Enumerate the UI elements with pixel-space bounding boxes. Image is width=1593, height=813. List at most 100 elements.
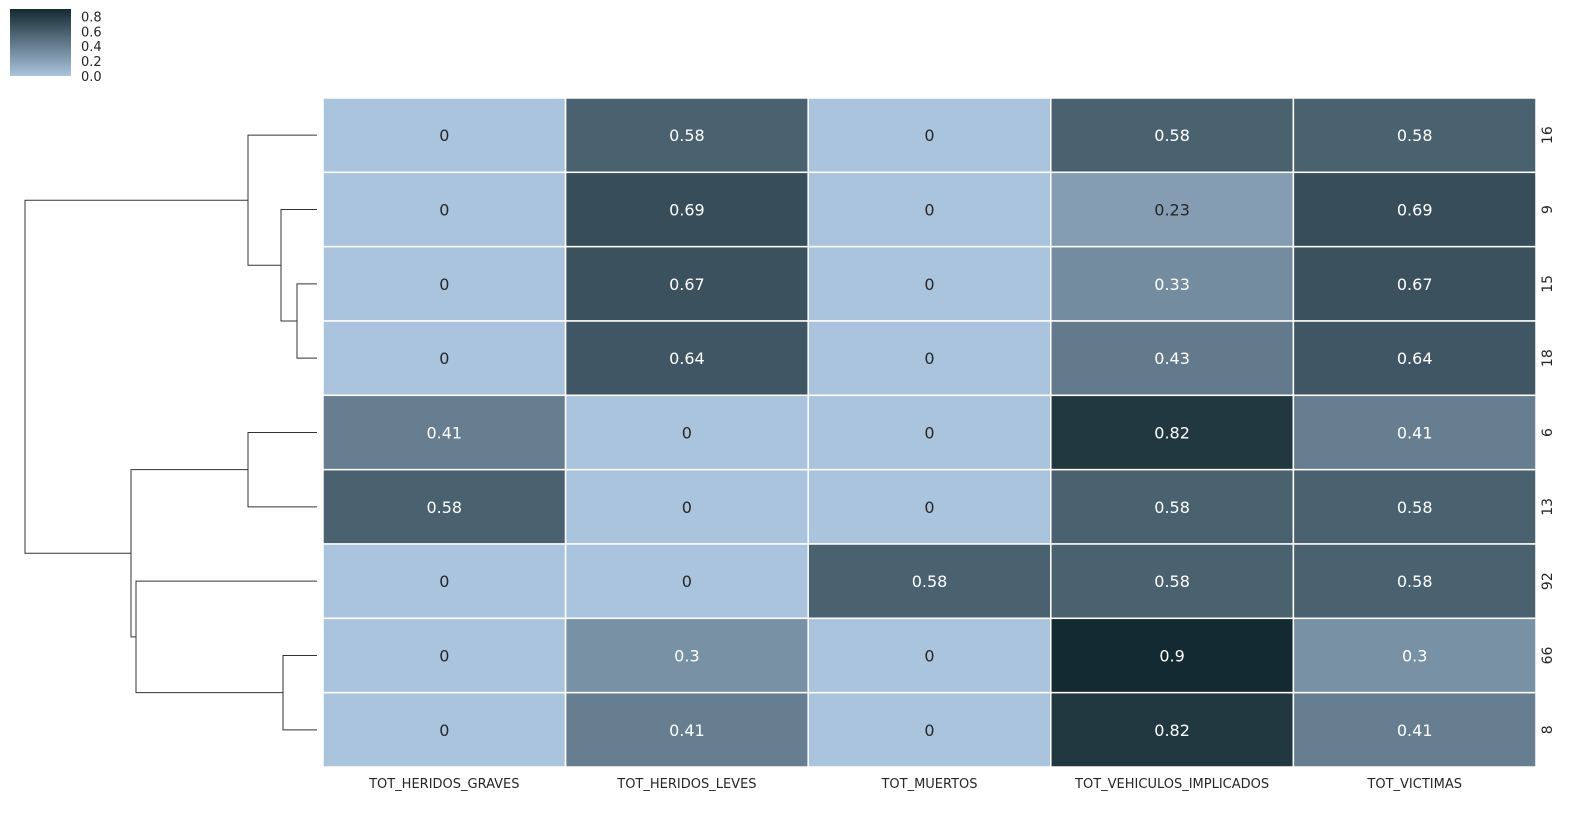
cell-value-label: 0: [924, 201, 934, 220]
heatmap-cell-r9-tot-muertos: [807, 171, 1052, 248]
cell-value-label: 0.9: [1159, 647, 1184, 666]
cell-value-label: 0.58: [426, 498, 462, 517]
colorbar-tick-label: 0.6: [81, 25, 102, 40]
column-label: TOT_MUERTOS: [880, 777, 977, 792]
colorbar-tick-label: 0.4: [81, 40, 102, 55]
colorbar-gradient: [10, 9, 71, 76]
heatmap-cell-r16-tot-vehiculos-implicados: [1050, 97, 1295, 174]
heatmap-cell-r16-tot-muertos: [807, 97, 1052, 174]
cell-value-label: 0: [682, 498, 692, 517]
row-label: 18: [1540, 349, 1556, 367]
heatmap-cell-r15-tot-heridos-leves: [564, 245, 809, 322]
cell-value-label: 0.58: [1397, 126, 1433, 145]
heatmap-cell-r13-tot-muertos: [807, 468, 1052, 545]
cell-value-label: 0.23: [1154, 201, 1190, 220]
cell-value-label: 0: [439, 647, 449, 666]
cell-value-label: 0.67: [1397, 275, 1433, 294]
cell-value-label: 0.43: [1154, 349, 1190, 368]
row-label: 16: [1540, 126, 1556, 144]
heatmap-cells: 0 0.58 0 0.58 0.58 0 0.69 0 0.23 0.69 0 0.67 0 0.33 0.…: [322, 97, 1537, 768]
heatmap-cell-r15-tot-muertos: [807, 245, 1052, 322]
cell-value-label: 0.58: [1154, 572, 1190, 591]
heatmap-cell-r9-tot-victimas: [1292, 171, 1537, 248]
cell-value-label: 0: [682, 424, 692, 443]
heatmap-cell-r8-tot-heridos-graves: [322, 691, 567, 768]
heatmap-cell-r66-tot-heridos-graves: [322, 617, 567, 694]
cell-value-label: 0.58: [912, 572, 948, 591]
dendrogram-link: [282, 655, 317, 731]
cell-value-label: 0.41: [669, 721, 705, 740]
heatmap-cell-r15-tot-victimas: [1292, 245, 1537, 322]
colorbar: 0.80.60.40.20.0: [10, 9, 102, 85]
cell-value-label: 0.82: [1154, 424, 1190, 443]
cell-value-label: 0.58: [669, 126, 705, 145]
cell-value-label: 0: [924, 349, 934, 368]
heatmap-cell-r8-tot-heridos-leves: [564, 691, 809, 768]
heatmap-cell-r18-tot-victimas: [1292, 320, 1537, 397]
cell-value-label: 0.41: [1397, 424, 1433, 443]
heatmap-cell-r8-tot-victimas: [1292, 691, 1537, 768]
heatmap-cell-r15-tot-vehiculos-implicados: [1050, 245, 1295, 322]
row-dendrogram: [24, 134, 317, 731]
row-labels: 16 9 15 18 6 13 92 66 8: [1540, 126, 1556, 734]
cell-value-label: 0: [439, 721, 449, 740]
heatmap-cell-r6-tot-heridos-graves: [322, 394, 567, 471]
column-label: TOT_VEHICULOS_IMPLICADOS: [1074, 777, 1269, 792]
cell-value-label: 0.58: [1397, 572, 1433, 591]
row-label: 8: [1540, 725, 1556, 734]
heatmap-cell-r66-tot-heridos-leves: [564, 617, 809, 694]
cell-value-label: 0: [682, 572, 692, 591]
cell-value-label: 0: [924, 275, 934, 294]
heatmap-cell-r13-tot-vehiculos-implicados: [1050, 468, 1295, 545]
cell-value-label: 0: [924, 647, 934, 666]
colorbar-tick-label: 0.2: [81, 55, 102, 70]
column-label: TOT_VICTIMAS: [1366, 777, 1462, 792]
cell-value-label: 0: [439, 126, 449, 145]
row-label: 6: [1540, 428, 1556, 437]
column-labels: TOT_HERIDOS_GRAVES TOT_HERIDOS_LEVES TOT_M…: [368, 777, 1462, 792]
dendrogram-link: [280, 209, 317, 322]
cell-value-label: 0.82: [1154, 721, 1190, 740]
heatmap-cell-r16-tot-victimas: [1292, 97, 1537, 174]
heatmap-cell-r6-tot-victimas: [1292, 394, 1537, 471]
dendrogram-link: [135, 580, 317, 694]
cell-value-label: 0.69: [669, 201, 705, 220]
heatmap-cell-r9-tot-heridos-graves: [322, 171, 567, 248]
heatmap-cell-r6-tot-muertos: [807, 394, 1052, 471]
dendrogram-link: [247, 134, 317, 266]
heatmap-cell-r18-tot-heridos-graves: [322, 320, 567, 397]
cell-value-label: 0.64: [1397, 349, 1433, 368]
row-label: 92: [1540, 572, 1556, 590]
heatmap-cell-r13-tot-heridos-leves: [564, 468, 809, 545]
cell-value-label: 0.33: [1154, 275, 1190, 294]
dendrogram-link: [247, 432, 317, 508]
heatmap-cell-r6-tot-heridos-leves: [564, 394, 809, 471]
heatmap-cell-r92-tot-victimas: [1292, 543, 1537, 620]
heatmap-cell-r18-tot-heridos-leves: [564, 320, 809, 397]
heatmap-cell-r18-tot-muertos: [807, 320, 1052, 397]
cell-value-label: 0.41: [1397, 721, 1433, 740]
dendrogram-link: [130, 469, 248, 638]
column-label: TOT_HERIDOS_GRAVES: [368, 777, 519, 792]
cell-value-label: 0.58: [1154, 126, 1190, 145]
heatmap-cell-r16-tot-heridos-graves: [322, 97, 567, 174]
cell-value-label: 0.64: [669, 349, 705, 368]
heatmap-cell-r18-tot-vehiculos-implicados: [1050, 320, 1295, 397]
column-label: TOT_HERIDOS_LEVES: [616, 777, 756, 792]
heatmap-cell-r66-tot-victimas: [1292, 617, 1537, 694]
cell-value-label: 0: [924, 424, 934, 443]
cell-value-label: 0.3: [1402, 647, 1427, 666]
row-label: 9: [1540, 205, 1556, 214]
dendrogram-link: [296, 283, 317, 359]
heatmap-cell-r66-tot-muertos: [807, 617, 1052, 694]
dendrogram-link: [24, 199, 248, 554]
colorbar-tick-label: 0.0: [81, 70, 102, 85]
cell-value-label: 0.41: [426, 424, 462, 443]
cell-value-label: 0.69: [1397, 201, 1433, 220]
colorbar-tick-label: 0.8: [81, 10, 102, 25]
cell-value-label: 0.58: [1397, 498, 1433, 517]
cell-value-label: 0: [439, 275, 449, 294]
cell-value-label: 0: [439, 349, 449, 368]
cell-value-label: 0.3: [674, 647, 699, 666]
cell-value-label: 0: [924, 126, 934, 145]
